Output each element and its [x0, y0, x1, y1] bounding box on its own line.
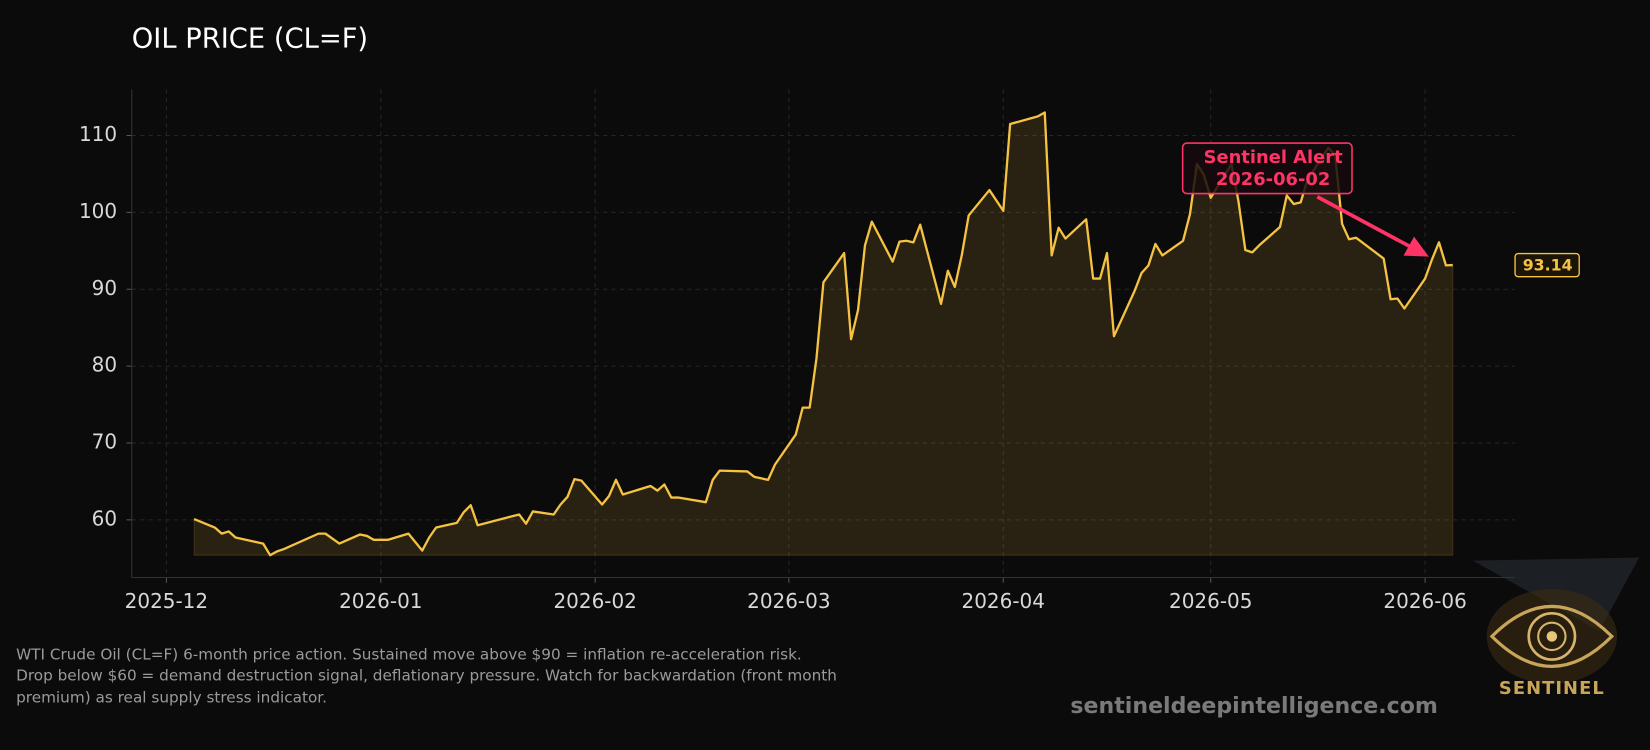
x-tick-label: 2026-05: [1169, 589, 1252, 613]
caption-line: premium) as real supply stress indicator…: [16, 689, 327, 707]
annotation-arrowhead: [1403, 236, 1429, 257]
annotation-box: [1181, 142, 1353, 195]
logo: SENTINEL: [1472, 557, 1640, 699]
last-value-label: 93.14: [1523, 256, 1573, 275]
caption-line: Drop below $60 = demand destruction sign…: [16, 667, 837, 685]
logo-text: SENTINEL: [1499, 678, 1605, 699]
x-tick-label: 2026-03: [747, 589, 830, 613]
last-value-box: [1514, 252, 1580, 278]
annotation-arrow: [1316, 195, 1416, 251]
logo-iris: [1527, 611, 1577, 661]
x-tick-label: 2026-02: [553, 589, 636, 613]
y-tick-label: 80: [92, 353, 117, 377]
line: [193, 111, 1453, 557]
y-tick-label: 70: [92, 429, 117, 453]
x-tick-label: 2026-01: [339, 589, 422, 613]
logo-iris: [1537, 621, 1567, 652]
logo-eye: [1489, 605, 1615, 668]
plot-area: 60 70 80 90 100 110 2025-12 2026-01 2026-02 2026-…: [79, 89, 1580, 613]
x-tick-label: 2026-04: [962, 589, 1045, 613]
y-tick-label: 60: [92, 506, 117, 530]
caption-line: WTI Crude Oil (CL=F) 6-month price actio…: [16, 646, 802, 664]
x-tick-label: 2026-06: [1383, 589, 1466, 613]
annotation-text: 2026-06-02: [1216, 169, 1330, 190]
x-tick-label: 2025-12: [125, 589, 208, 613]
y-tick-label: 110: [79, 122, 117, 146]
y-tick-label: 100: [79, 199, 117, 223]
logo-pupil: [1546, 631, 1558, 642]
annotation-text: Sentinel Alert: [1204, 147, 1343, 168]
caption: WTI Crude Oil (CL=F) 6-month price actio…: [16, 646, 837, 707]
y-tick-label: 90: [92, 276, 117, 300]
chart-title: OIL PRICE (CL=F): [132, 23, 368, 54]
watermark: sentineldeepintelligence.com: [1070, 694, 1438, 719]
